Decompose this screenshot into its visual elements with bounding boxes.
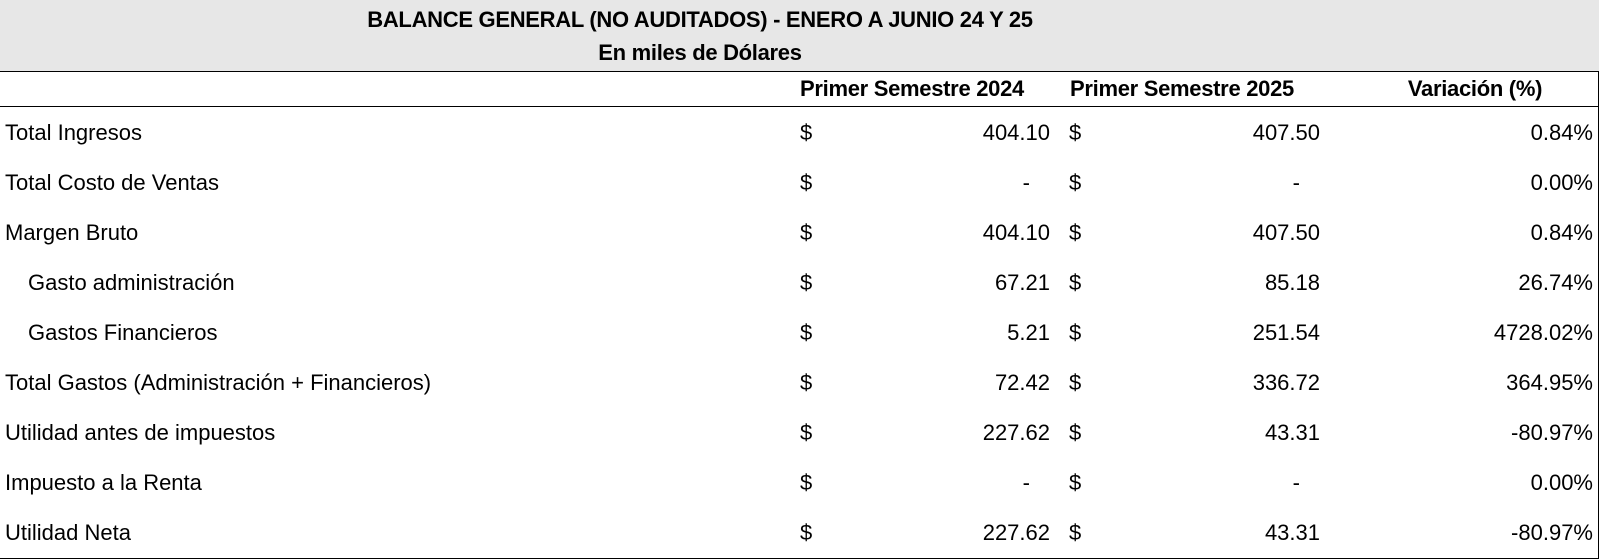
currency-symbol-2025: $: [1069, 220, 1082, 245]
variation-value: 0.84%: [1530, 220, 1593, 245]
value-2024: 227.62: [982, 420, 1050, 445]
table-row: Margen Bruto $ 404.10 $ 407.50 0.84%: [0, 207, 1599, 257]
variation-value: -80.97%: [1511, 420, 1593, 445]
table-row: Total Gastos (Administración + Financier…: [0, 357, 1599, 407]
currency-symbol-2025: $: [1069, 420, 1082, 445]
variation-value: 0.00%: [1530, 170, 1593, 195]
value-2024: -: [1022, 170, 1030, 195]
currency-symbol-2024: $: [800, 270, 813, 295]
value-2025: -: [1292, 470, 1300, 495]
value-2025: 336.72: [1252, 370, 1320, 395]
variation-value: 364.95%: [1506, 370, 1593, 395]
currency-symbol-2025: $: [1069, 120, 1082, 145]
variation-value: 0.84%: [1530, 120, 1593, 145]
value-2025: 407.50: [1252, 220, 1320, 245]
currency-symbol-2024: $: [800, 120, 813, 145]
table-row: Utilidad Neta $ 227.62 $ 43.31 -80.97%: [0, 507, 1599, 557]
row-label: Total Gastos (Administración + Financier…: [5, 370, 432, 395]
currency-symbol-2024: $: [800, 220, 813, 245]
report-subtitle: En miles de Dólares: [598, 40, 802, 65]
table-row: Gastos Financieros $ 5.21 $ 251.54 4728.…: [0, 307, 1599, 357]
title-band: BALANCE GENERAL (NO AUDITADOS) - ENERO A…: [0, 0, 1599, 72]
value-2025: -: [1292, 170, 1300, 195]
currency-symbol-2025: $: [1069, 170, 1082, 195]
variation-value: 0.00%: [1530, 470, 1593, 495]
value-2025: 43.31: [1264, 420, 1320, 445]
value-2025: 85.18: [1264, 270, 1320, 295]
currency-symbol-2024: $: [800, 170, 813, 195]
currency-symbol-2024: $: [800, 520, 813, 545]
column-header-2025: Primer Semestre 2025: [1070, 76, 1294, 101]
column-header-row: Primer Semestre 2024 Primer Semestre 202…: [0, 72, 1599, 107]
variation-value: 26.74%: [1518, 270, 1593, 295]
value-2025: 407.50: [1252, 120, 1320, 145]
table-row: Gasto administración $ 67.21 $ 85.18 26.…: [0, 257, 1599, 307]
table-row: Total Costo de Ventas $ - $ - 0.00%: [0, 157, 1599, 207]
value-2025: 43.31: [1264, 520, 1320, 545]
row-label: Gastos Financieros: [28, 320, 218, 345]
row-label: Total Ingresos: [5, 120, 142, 145]
value-2024: 404.10: [982, 120, 1050, 145]
value-2024: 72.42: [994, 370, 1050, 395]
value-2024: 404.10: [982, 220, 1050, 245]
currency-symbol-2024: $: [800, 320, 813, 345]
table-row: Impuesto a la Renta $ - $ - 0.00%: [0, 457, 1599, 507]
currency-symbol-2025: $: [1069, 270, 1082, 295]
value-2024: 67.21: [994, 270, 1050, 295]
row-label: Impuesto a la Renta: [5, 470, 202, 495]
currency-symbol-2025: $: [1069, 520, 1082, 545]
row-label: Gasto administración: [28, 270, 235, 295]
row-label: Margen Bruto: [5, 220, 139, 245]
currency-symbol-2024: $: [800, 470, 813, 495]
value-2024: 227.62: [982, 520, 1050, 545]
currency-symbol-2024: $: [800, 420, 813, 445]
row-label: Utilidad Neta: [5, 520, 131, 545]
currency-symbol-2025: $: [1069, 370, 1082, 395]
row-label: Utilidad antes de impuestos: [5, 420, 276, 445]
row-label: Total Costo de Ventas: [5, 170, 220, 195]
column-header-variation: Variación (%): [1407, 76, 1543, 101]
value-2024: 5.21: [1007, 320, 1050, 345]
table-row: Total Ingresos $ 404.10 $ 407.50 0.84%: [0, 107, 1599, 157]
table-row: Utilidad antes de impuestos $ 227.62 $ 4…: [0, 407, 1599, 457]
value-2025: 251.54: [1252, 320, 1320, 345]
variation-value: -80.97%: [1511, 520, 1593, 545]
currency-symbol-2025: $: [1069, 320, 1082, 345]
currency-symbol-2024: $: [800, 370, 813, 395]
column-header-2024: Primer Semestre 2024: [800, 76, 1024, 101]
currency-symbol-2025: $: [1069, 470, 1082, 495]
report-title: BALANCE GENERAL (NO AUDITADOS) - ENERO A…: [367, 7, 1033, 32]
value-2024: -: [1022, 470, 1030, 495]
variation-value: 4728.02%: [1493, 320, 1593, 345]
